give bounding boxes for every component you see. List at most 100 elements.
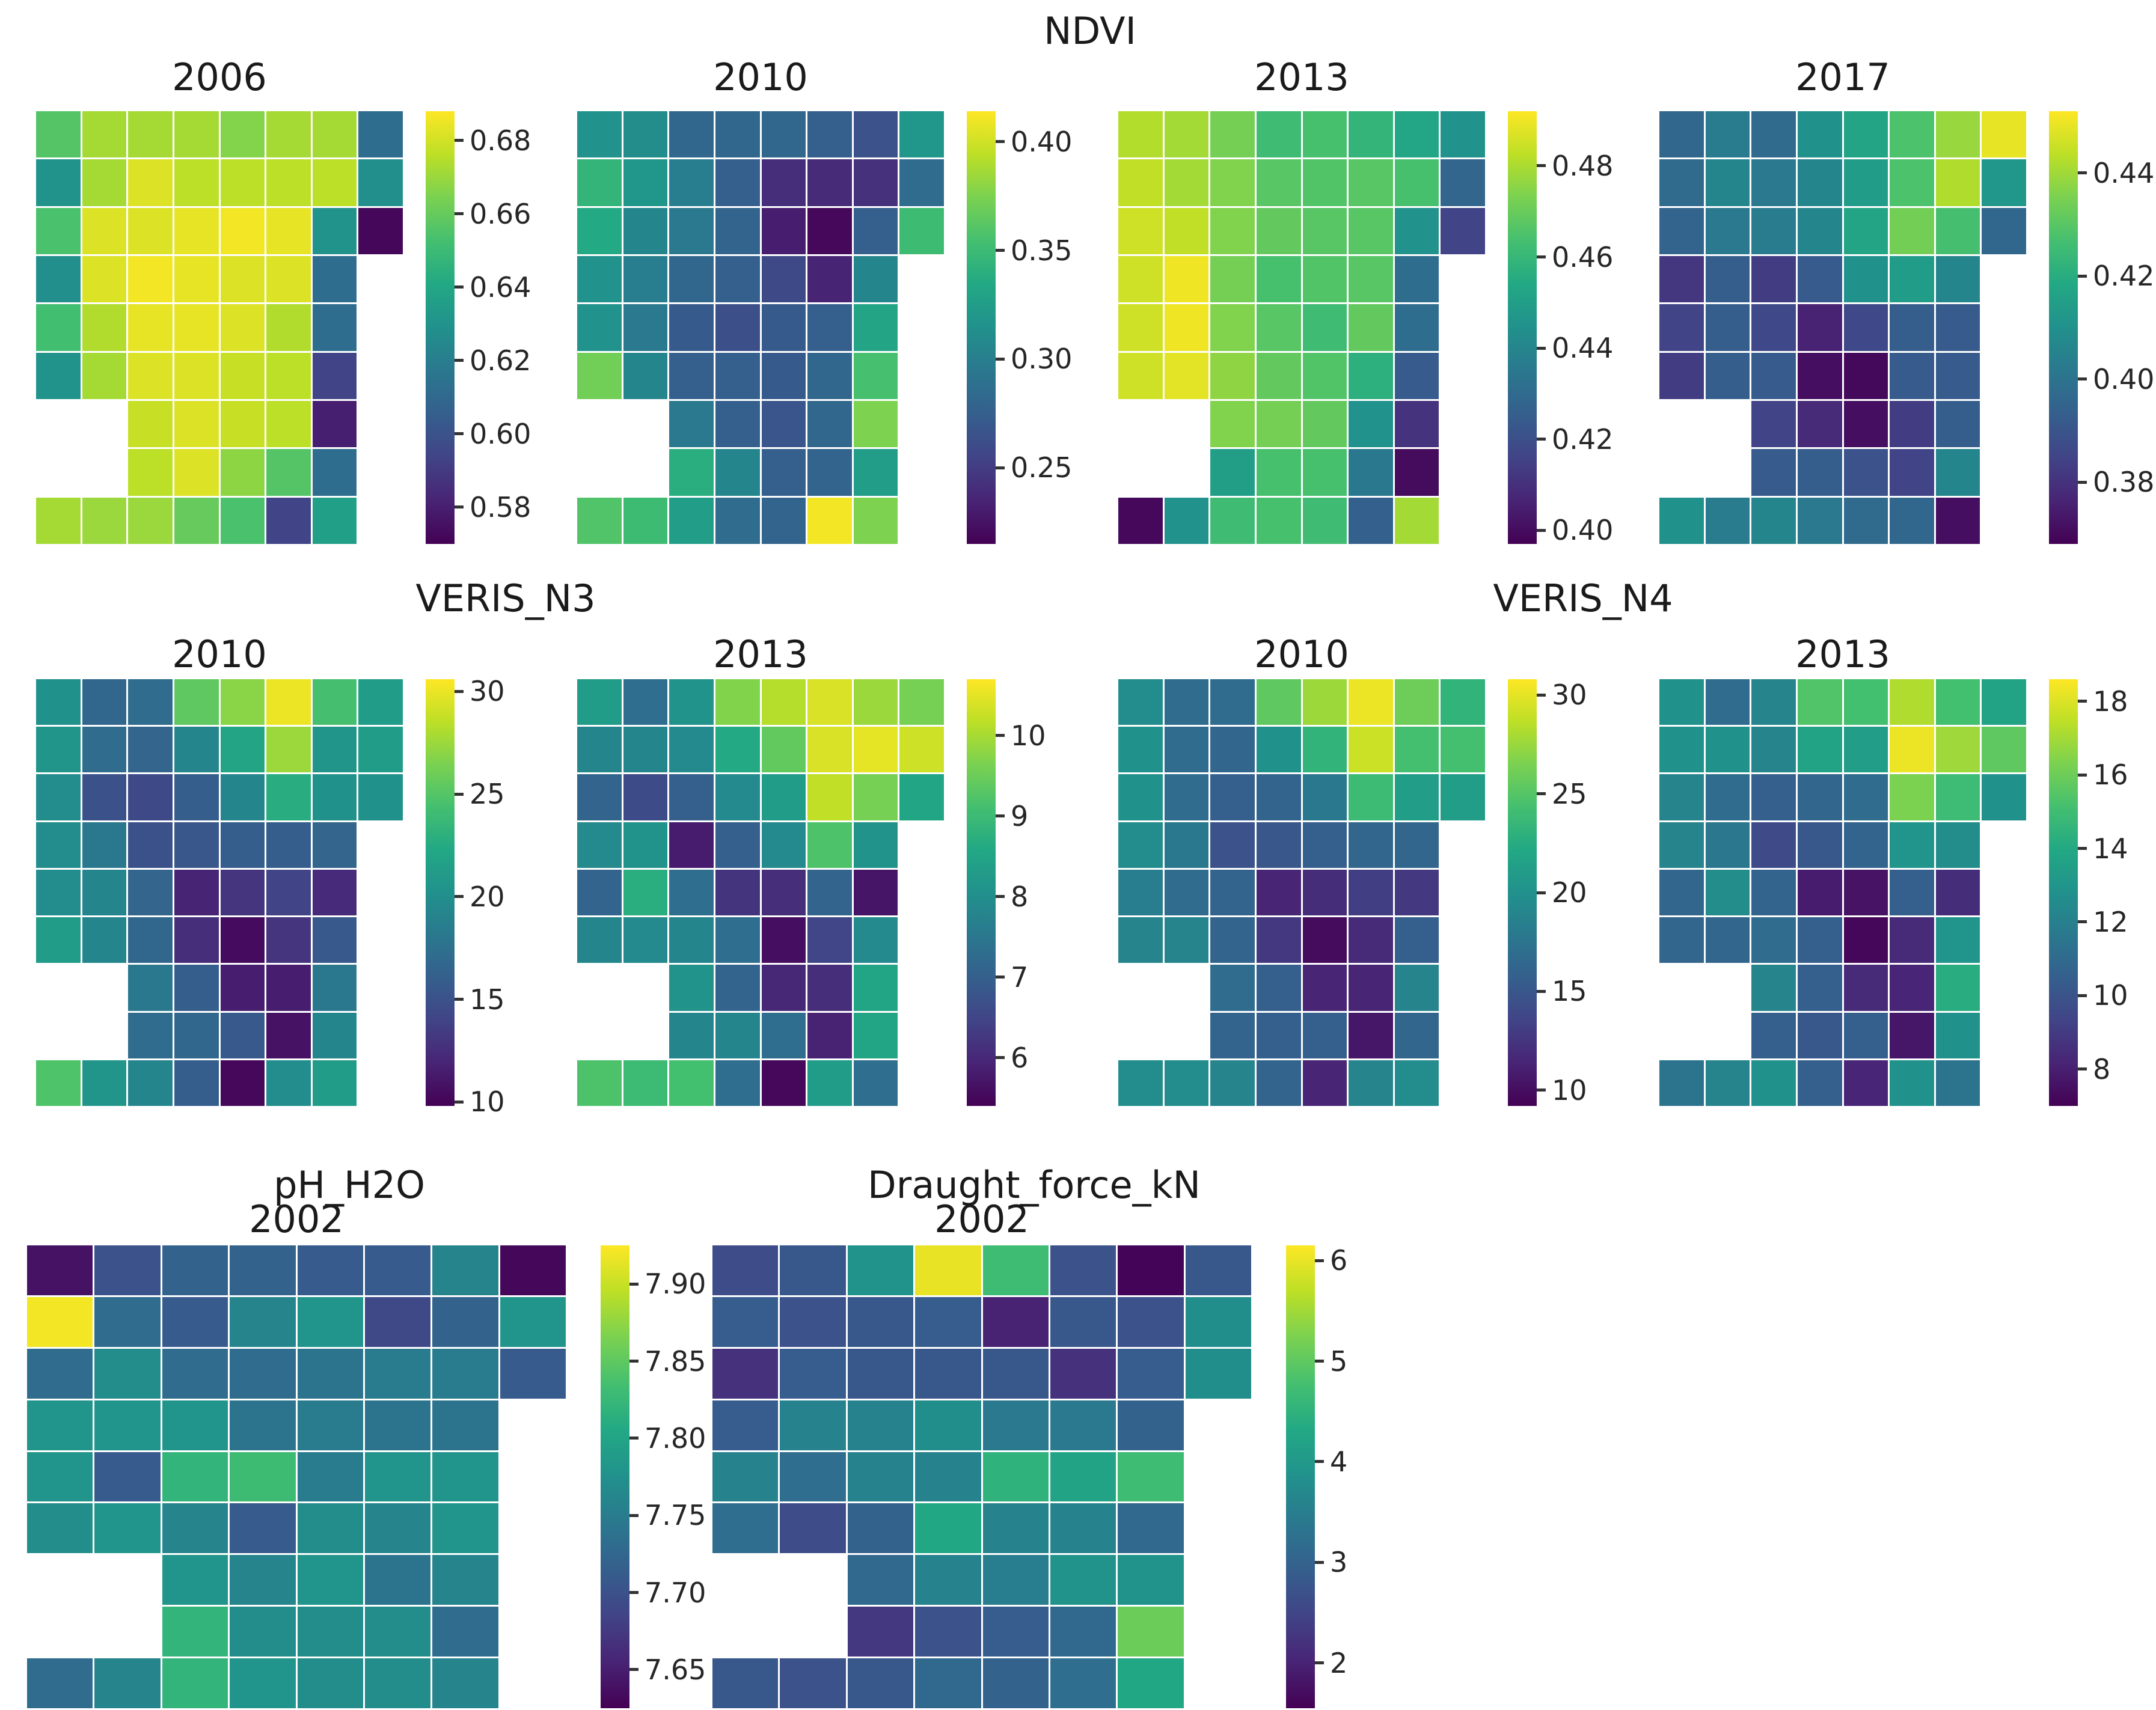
heatmap-empty-cell (358, 870, 403, 915)
heatmap-cell (1659, 679, 1704, 725)
heatmap-cell (1210, 1012, 1255, 1058)
heatmap-ndvi-2006 (36, 111, 403, 544)
heatmap-cell (266, 965, 311, 1011)
heatmap-cell (853, 256, 898, 303)
heatmap-cell (715, 352, 760, 399)
heatmap-empty-cell (1659, 449, 1704, 495)
heatmap-empty-cell (358, 304, 403, 350)
heatmap-empty-cell (1118, 401, 1163, 447)
colorbar-tick-mark (455, 212, 464, 216)
heatmap-cell (1256, 304, 1301, 351)
heatmap-cell (174, 449, 219, 496)
colorbar-tick-mark (455, 359, 464, 362)
heatmap-cell (1659, 1060, 1704, 1106)
heatmap-empty-cell (899, 304, 944, 350)
heatmap-empty-cell (1441, 401, 1485, 447)
colorbar-tick: 20 (1537, 876, 1587, 909)
colorbar-tick: 0.42 (1537, 423, 1613, 456)
heatmap-empty-cell (82, 449, 127, 495)
heatmap-cell (1256, 727, 1301, 773)
colorbar-tick: 8 (996, 881, 1028, 913)
heatmap-empty-cell (500, 1452, 566, 1502)
heatmap-cell (982, 1503, 1049, 1554)
colorbar-tick-label: 2 (1330, 1646, 1348, 1679)
heatmap-cell (1302, 449, 1347, 496)
heatmap-cell (1210, 352, 1255, 399)
heatmap-cell (297, 1400, 363, 1450)
heatmap-cell (312, 965, 357, 1011)
heatmap-cell (577, 774, 622, 820)
heatmap-cell (27, 1296, 93, 1347)
heatmap-cell (94, 1400, 161, 1450)
heatmap-cell (266, 917, 311, 963)
heatmap-cell (1935, 111, 1980, 158)
heatmap-cell (1118, 1658, 1184, 1708)
heatmap-empty-cell (36, 1013, 81, 1058)
heatmap-cell (715, 965, 760, 1011)
colorbar-gradient (967, 679, 996, 1106)
heatmap-cell (623, 1060, 668, 1106)
heatmap-cell (128, 822, 173, 868)
heatmap-cell (1890, 679, 1934, 725)
heatmap-cell (266, 1060, 311, 1106)
heatmap-cell (1705, 869, 1750, 916)
heatmap-cell (1751, 401, 1796, 448)
heatmap-cell (1256, 1060, 1301, 1106)
heatmap-cell (1256, 111, 1301, 158)
heatmap-cell (230, 1296, 296, 1347)
heatmap-cell (577, 679, 622, 725)
heatmap-empty-cell (358, 449, 403, 495)
heatmap-cell (853, 869, 898, 916)
heatmap-cell (1118, 304, 1163, 351)
heatmap-cell (1982, 207, 2026, 254)
heatmap-cell (1302, 497, 1347, 544)
heatmap-cell (1349, 401, 1393, 448)
heatmap-cell (761, 352, 806, 399)
colorbar-draught-2002: 6 5 4 3 2 (1286, 1244, 1466, 1708)
heatmap-cell (1349, 774, 1393, 820)
heatmap-cell (807, 159, 852, 206)
heatmap-cell (1705, 497, 1750, 544)
heatmap-cell (1935, 497, 1980, 544)
heatmap-cell (1302, 256, 1347, 303)
heatmap-cell (1118, 1060, 1163, 1106)
heatmap-cell (1210, 965, 1255, 1011)
heatmap-empty-cell (1982, 353, 2026, 399)
heatmap-empty-cell (1441, 917, 1485, 963)
heatmap-cell (174, 679, 219, 725)
heatmap-cell (712, 1348, 779, 1399)
heatmap-cell (1890, 917, 1934, 963)
colorbar-tick-mark (2078, 274, 2087, 278)
heatmap-cell (1797, 497, 1842, 544)
heatmap-cell (1349, 304, 1393, 351)
colorbar-tick-mark (996, 734, 1005, 737)
heatmap-cell (577, 256, 622, 303)
heatmap-cell (807, 256, 852, 303)
colorbar-tick-label: 0.25 (1011, 451, 1073, 484)
heatmap-cell (669, 352, 714, 399)
heatmap-cell (1164, 774, 1209, 820)
heatmap-cell (623, 111, 668, 158)
heatmap-cell (761, 449, 806, 496)
colorbar-tick-mark (455, 505, 464, 509)
heatmap-cell (230, 1555, 296, 1605)
heatmap-empty-cell (1118, 965, 1163, 1010)
heatmap-cell (780, 1658, 846, 1708)
heatmap-cell (982, 1296, 1049, 1347)
colorbar-tick-mark (996, 466, 1005, 469)
heatmap-cell (220, 965, 265, 1011)
heatmap-cell (174, 869, 219, 916)
heatmap-cell (364, 1658, 431, 1708)
heatmap-empty-cell (82, 965, 127, 1010)
colorbar-tick: 7.90 (629, 1268, 706, 1300)
heatmap-cell (623, 822, 668, 868)
heatmap-empty-cell (500, 1503, 566, 1553)
heatmap-cell (297, 1555, 363, 1605)
heatmap-cell (266, 774, 311, 820)
heatmap-cell (780, 1400, 846, 1450)
heatmap-cell (230, 1400, 296, 1450)
heatmap-cell (623, 497, 668, 544)
heatmap-cell (1705, 917, 1750, 963)
heatmap-cell (1256, 497, 1301, 544)
heatmap-cell (1256, 352, 1301, 399)
